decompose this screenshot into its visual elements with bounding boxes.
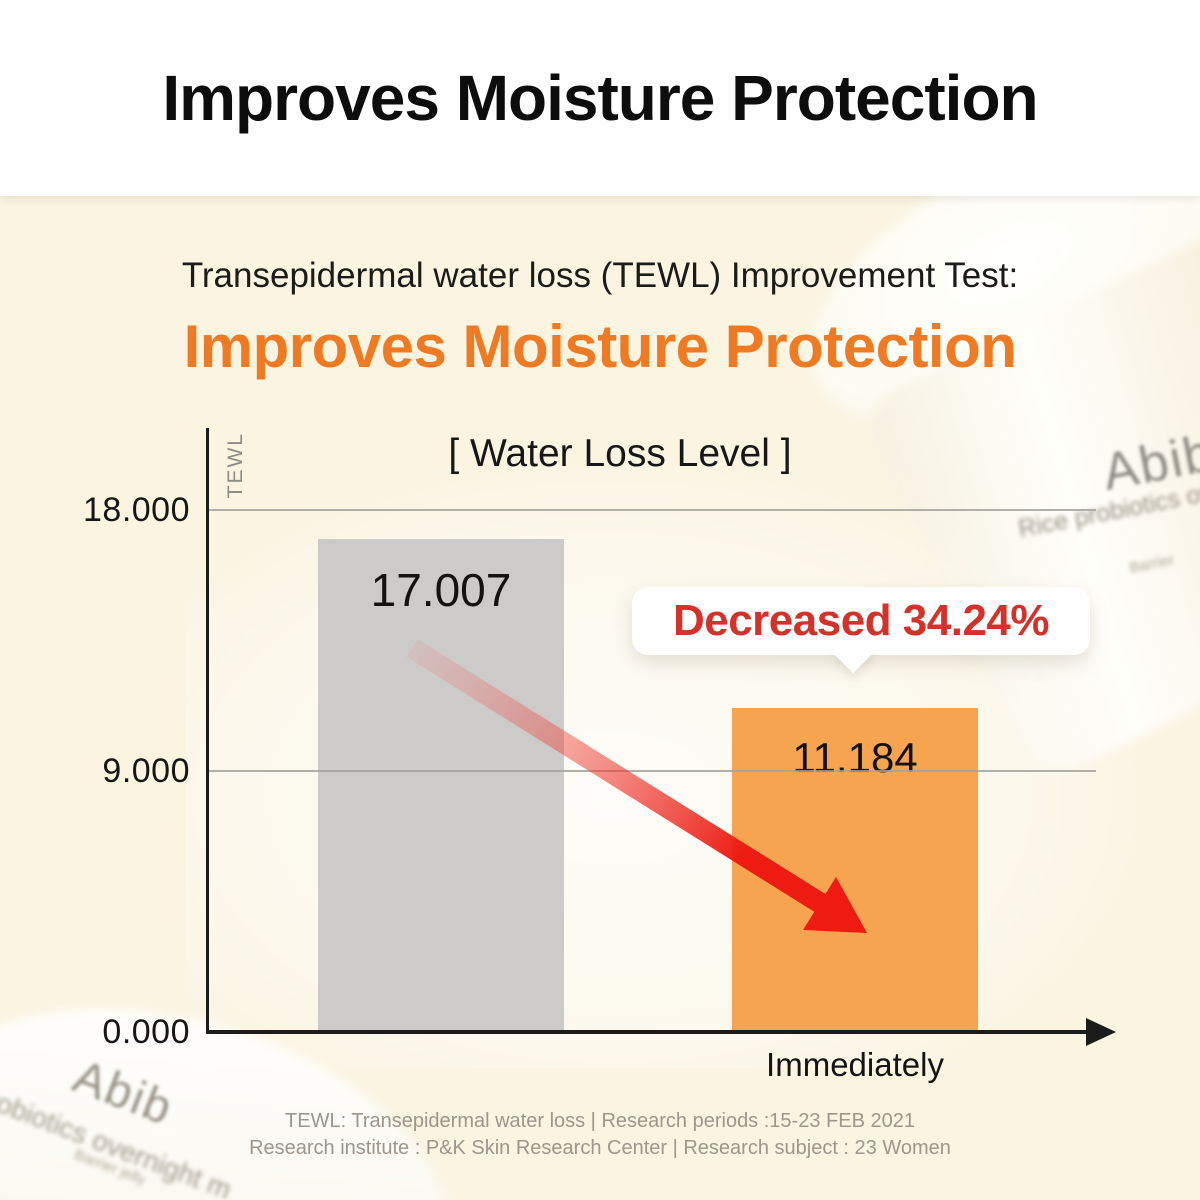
chart-title: [ Water Loss Level ]	[448, 432, 792, 475]
x-axis-line	[206, 1030, 1098, 1034]
y-axis-label: TEWL	[224, 432, 247, 499]
page-title: Improves Moisture Protection	[162, 62, 1038, 134]
section-heading: Improves Moisture Protection	[183, 313, 1017, 380]
bar-value-immediately: 11.184	[792, 733, 918, 781]
decrease-badge: Decreased 34.24%	[632, 587, 1090, 674]
gridline-9000	[208, 770, 1096, 772]
footnote-line-1: TEWL: Transepidermal water loss | Resear…	[285, 1110, 915, 1132]
decrease-badge-text: Decreased 34.24%	[672, 596, 1050, 645]
y-tick-18000: 18.000	[83, 491, 190, 529]
bar-before: 17.007	[318, 538, 564, 1032]
header-band: Improves Moisture Protection	[0, 0, 1200, 196]
bar-value-before: 17.007	[370, 563, 512, 616]
y-tick-0000: 0.000	[102, 1013, 190, 1051]
y-axis-line	[206, 428, 209, 1034]
gridline-18000	[208, 509, 1096, 511]
y-tick-9000: 9.000	[102, 752, 190, 790]
research-footnote: TEWL: Transepidermal water loss | Resear…	[0, 1108, 1200, 1162]
x-category-immediately: Immediately	[766, 1046, 944, 1083]
bar-immediately: 11.184	[732, 707, 978, 1032]
x-axis-arrowhead-icon	[1086, 1018, 1116, 1046]
test-subtitle: Transepidermal water loss (TEWL) Improve…	[181, 256, 1019, 295]
footnote-line-2: Research institute : P&K Skin Research C…	[249, 1137, 951, 1159]
